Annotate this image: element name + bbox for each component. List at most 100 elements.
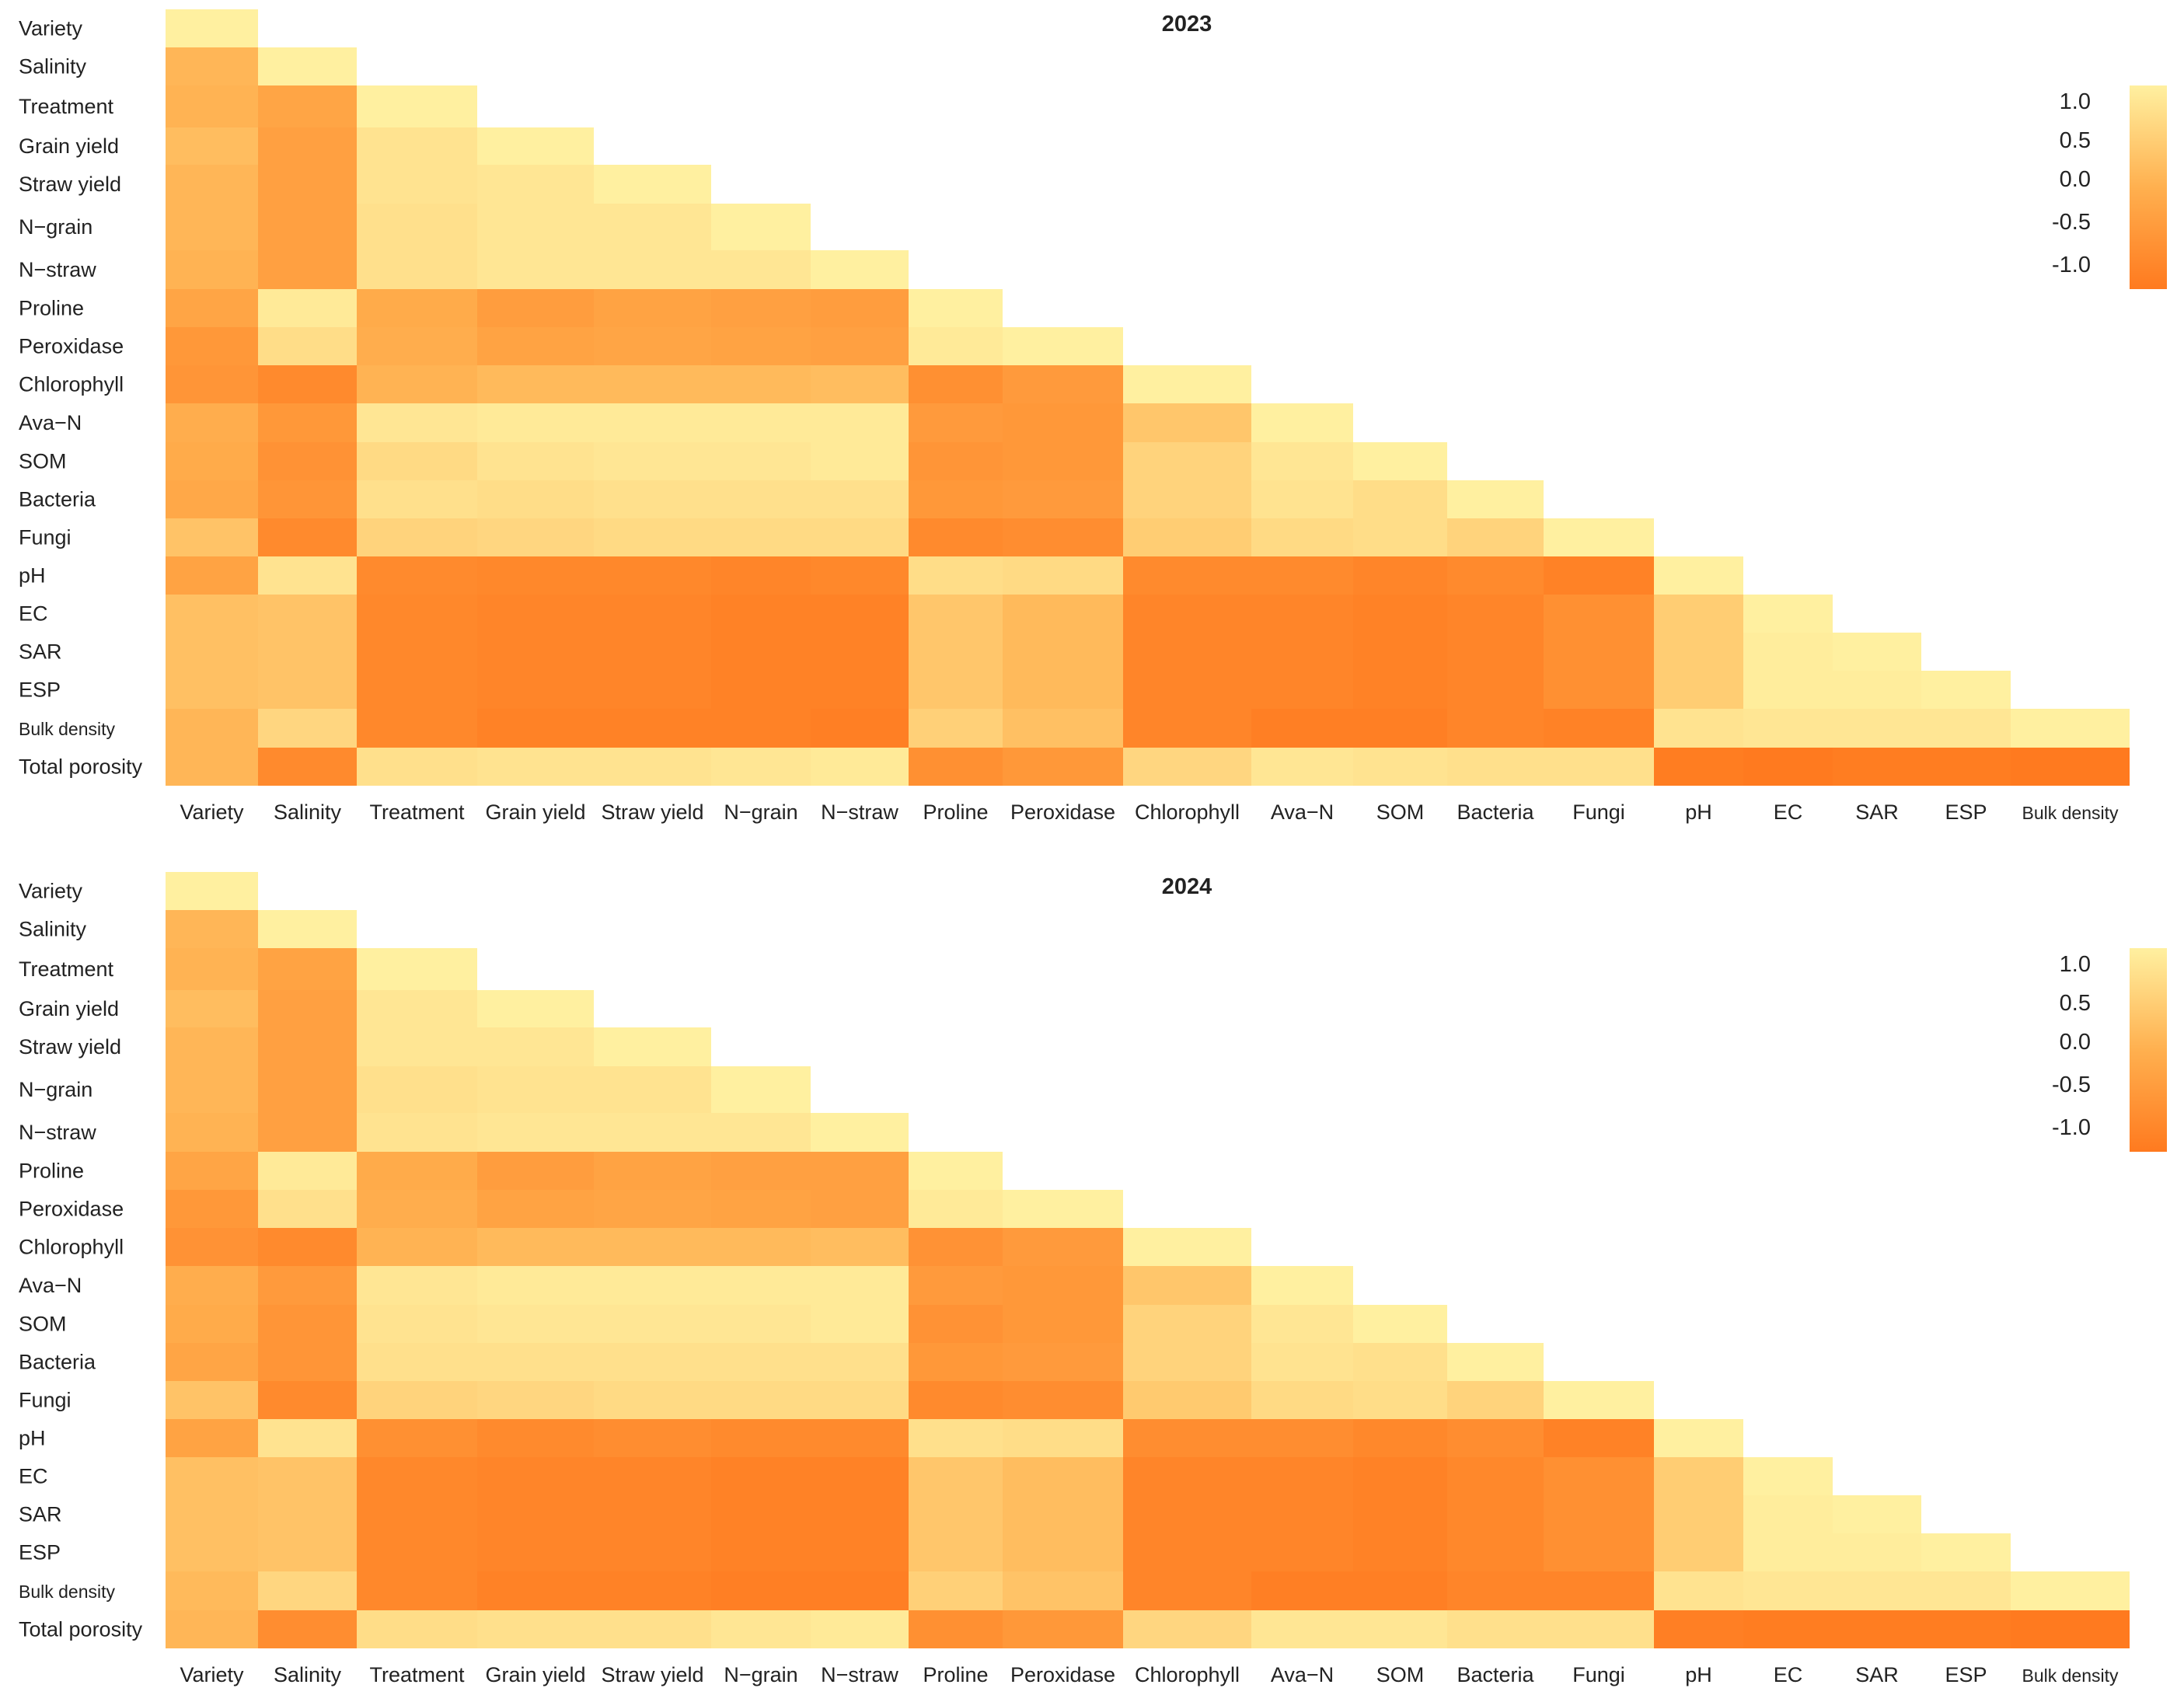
cell-2024-ava-n-proline	[909, 1266, 1003, 1305]
cell-2024-total-porosity-bulk-density	[2011, 1610, 2130, 1648]
cell-2024-ec-n-straw	[811, 1457, 909, 1495]
cell-2024-sar-variety	[166, 1495, 258, 1533]
cell-2024-ec-treatment	[357, 1457, 477, 1495]
cell-2023-peroxidase-treatment	[357, 327, 477, 365]
cell-2023-sar-ec	[1743, 633, 1833, 671]
cell-2023-som-straw-yield	[594, 442, 711, 480]
col-label-esp: ESP	[1945, 1663, 1987, 1686]
cell-2023-sar-peroxidase	[1003, 633, 1123, 671]
cell-2023-ava-n-peroxidase	[1003, 403, 1123, 442]
cell-2024-bulk-density-bulk-density	[2011, 1571, 2130, 1610]
cell-2024-ec-proline	[909, 1457, 1003, 1495]
cell-2023-ava-n-chlorophyll	[1123, 403, 1251, 442]
cell-2023-bulk-density-bacteria	[1447, 709, 1544, 748]
colorbar-tick-label: 1.0	[2060, 89, 2091, 114]
cell-2024-ava-n-n-straw	[811, 1266, 909, 1305]
cell-2023-ec-bacteria	[1447, 595, 1544, 633]
col-label-proline: Proline	[923, 800, 988, 824]
col-label-ec: EC	[1774, 1663, 1803, 1686]
col-label-bacteria: Bacteria	[1457, 800, 1534, 824]
cell-2023-fungi-variety	[166, 518, 258, 556]
cell-2024-total-porosity-straw-yield	[594, 1610, 711, 1648]
cell-2024-fungi-treatment	[357, 1381, 477, 1419]
cell-2024-bacteria-grain-yield	[477, 1343, 594, 1381]
panel-title: 2023	[1162, 12, 1212, 37]
cell-2023-straw-yield-salinity	[258, 165, 357, 204]
cell-2023-total-porosity-peroxidase	[1003, 748, 1123, 786]
cell-2024-ph-treatment	[357, 1419, 477, 1457]
cell-2023-esp-ph	[1654, 671, 1743, 709]
col-label-sar: SAR	[1855, 1663, 1899, 1686]
cell-2024-chlorophyll-grain-yield	[477, 1228, 594, 1266]
cell-2023-bulk-density-straw-yield	[594, 709, 711, 748]
cell-2024-esp-grain-yield	[477, 1533, 594, 1571]
cell-2023-ec-peroxidase	[1003, 595, 1123, 633]
cell-2023-fungi-peroxidase	[1003, 518, 1123, 556]
cell-2023-ava-n-n-grain	[711, 403, 811, 442]
cell-2024-straw-yield-variety	[166, 1027, 258, 1066]
cell-2023-n-straw-treatment	[357, 250, 477, 289]
cell-2024-peroxidase-grain-yield	[477, 1190, 594, 1228]
cell-2023-proline-n-grain	[711, 289, 811, 327]
colorbar-tick-label: 1.0	[2060, 952, 2091, 977]
cell-2024-bulk-density-bacteria	[1447, 1571, 1544, 1610]
row-label-chlorophyll: Chlorophyll	[19, 1236, 124, 1259]
row-label-fungi: Fungi	[19, 526, 72, 549]
cell-2024-n-grain-n-grain	[711, 1066, 811, 1113]
cell-2023-salinity-salinity	[258, 47, 357, 85]
cell-2023-treatment-treatment	[357, 85, 477, 127]
cell-2023-bulk-density-variety	[166, 709, 258, 748]
cell-2023-ava-n-salinity	[258, 403, 357, 442]
col-label-treatment: Treatment	[369, 1663, 465, 1686]
cell-2024-fungi-ava-n	[1251, 1381, 1353, 1419]
cell-2024-bacteria-chlorophyll	[1123, 1343, 1251, 1381]
col-label-variety: Variety	[180, 1663, 244, 1686]
row-label-salinity: Salinity	[19, 55, 87, 78]
cell-2023-esp-n-grain	[711, 671, 811, 709]
cell-2023-esp-som	[1353, 671, 1447, 709]
cell-2024-chlorophyll-proline	[909, 1228, 1003, 1266]
cell-2024-proline-n-grain	[711, 1152, 811, 1190]
cell-2023-sar-proline	[909, 633, 1003, 671]
cell-2024-total-porosity-salinity	[258, 1610, 357, 1648]
cell-2024-bacteria-n-grain	[711, 1343, 811, 1381]
heatmap-2024-svg: Variety Salinity Treatment Grain yield Straw…	[19, 872, 2167, 1686]
row-label-bulk-density: Bulk density	[19, 1582, 116, 1602]
cell-2023-peroxidase-variety	[166, 327, 258, 365]
cell-2024-chlorophyll-variety	[166, 1228, 258, 1266]
cell-2023-sar-ava-n	[1251, 633, 1353, 671]
cell-2023-n-grain-straw-yield	[594, 204, 711, 250]
cell-2024-esp-ava-n	[1251, 1533, 1353, 1571]
cell-2024-bacteria-n-straw	[811, 1343, 909, 1381]
cell-2023-ec-ava-n	[1251, 595, 1353, 633]
cell-2023-ava-n-grain-yield	[477, 403, 594, 442]
cell-2024-n-straw-grain-yield	[477, 1113, 594, 1152]
cell-2024-fungi-proline	[909, 1381, 1003, 1419]
row-label-peroxidase: Peroxidase	[19, 1198, 124, 1221]
cell-2024-som-peroxidase	[1003, 1305, 1123, 1343]
cell-2023-n-straw-n-grain	[711, 250, 811, 289]
cell-2023-sar-straw-yield	[594, 633, 711, 671]
cell-2024-sar-ava-n	[1251, 1495, 1353, 1533]
cell-2023-fungi-grain-yield	[477, 518, 594, 556]
heatmap-2023-svg: Variety Salinity Treatment Grain yield Straw…	[19, 9, 2167, 824]
row-label-bacteria: Bacteria	[19, 488, 96, 511]
row-label-ava-n: Ava−N	[19, 411, 82, 434]
cell-2023-sar-bacteria	[1447, 633, 1544, 671]
cell-2024-ava-n-n-grain	[711, 1266, 811, 1305]
cell-2024-sar-som	[1353, 1495, 1447, 1533]
cell-2024-ph-grain-yield	[477, 1419, 594, 1457]
col-label-salinity: Salinity	[274, 800, 342, 824]
cell-2023-bacteria-peroxidase	[1003, 480, 1123, 518]
cell-2023-ph-n-straw	[811, 556, 909, 595]
cell-2023-grain-yield-salinity	[258, 127, 357, 165]
cell-2024-ph-ph	[1654, 1419, 1743, 1457]
cell-2024-proline-n-straw	[811, 1152, 909, 1190]
cell-2023-chlorophyll-proline	[909, 365, 1003, 403]
cell-2024-bulk-density-ph	[1654, 1571, 1743, 1610]
cell-2023-ec-chlorophyll	[1123, 595, 1251, 633]
row-label-n-straw: N−straw	[19, 1121, 96, 1144]
cell-2024-n-grain-straw-yield	[594, 1066, 711, 1113]
cell-2024-som-variety	[166, 1305, 258, 1343]
cell-2023-esp-salinity	[258, 671, 357, 709]
